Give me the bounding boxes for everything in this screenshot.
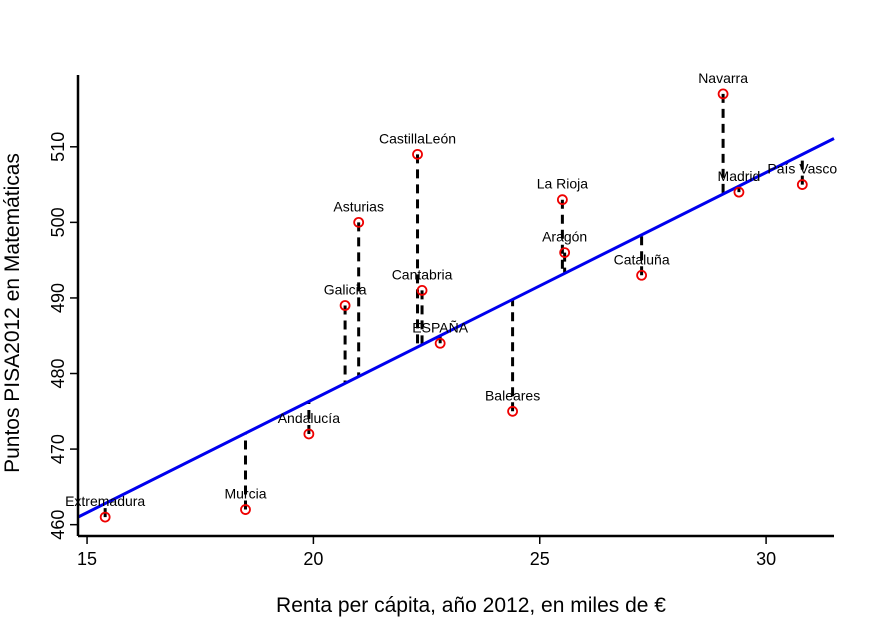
data-point — [796, 179, 808, 190]
point-label: Asturias — [333, 198, 384, 214]
point-label: Cataluña — [614, 251, 670, 267]
point-label: País Vasco — [767, 161, 837, 177]
point-labels: Extremadura Murcia Andalucía Galicia Asturia… — [65, 70, 837, 509]
y-tick-label: 460 — [48, 510, 68, 540]
x-axis-ticks: 15 20 25 30 — [77, 536, 776, 569]
data-point — [353, 216, 365, 228]
point-label: Aragón — [542, 229, 587, 245]
point-label: Cantabria — [392, 266, 453, 282]
data-point — [303, 428, 315, 440]
data-point — [416, 284, 428, 296]
data-point — [434, 337, 446, 349]
point-label: Madrid — [718, 168, 761, 184]
point-label: Extremadura — [65, 493, 145, 509]
data-point — [733, 186, 745, 198]
data-point — [636, 269, 648, 281]
point-label: Galicia — [324, 282, 367, 298]
y-axis-ticks: 460 470 480 490 500 510 — [48, 132, 78, 540]
x-tick-label: 15 — [77, 549, 97, 569]
point-label: Baleares — [485, 387, 540, 403]
data-point — [412, 148, 423, 160]
y-tick-label: 510 — [48, 132, 68, 162]
y-axis-title: Puntos PISA2012 en Matemáticas — [1, 153, 24, 473]
data-point — [339, 300, 351, 311]
data-point — [99, 511, 111, 523]
point-label: La Rioja — [537, 176, 589, 192]
point-label: Murcia — [224, 486, 266, 502]
data-point — [559, 247, 571, 258]
point-label: ESPAÑA — [412, 319, 468, 335]
data-points — [99, 88, 808, 523]
data-point — [507, 405, 518, 417]
data-point — [556, 194, 568, 206]
residual-lines — [103, 93, 804, 518]
y-tick-label: 480 — [48, 358, 68, 388]
point-label: Andalucía — [278, 410, 340, 426]
x-tick-label: 25 — [530, 549, 550, 569]
point-label: Navarra — [698, 70, 748, 86]
x-axis-title: Renta per cápita, año 2012, en miles de … — [276, 594, 666, 617]
y-tick-label: 470 — [48, 434, 68, 464]
y-tick-label: 500 — [48, 207, 68, 237]
regression-line — [77, 137, 835, 519]
point-label: CastillaLeón — [379, 130, 456, 146]
x-tick-label: 30 — [756, 549, 776, 569]
y-tick-label: 490 — [48, 283, 68, 313]
data-point — [240, 504, 251, 515]
data-point — [717, 88, 729, 100]
x-tick-label: 20 — [303, 549, 323, 569]
